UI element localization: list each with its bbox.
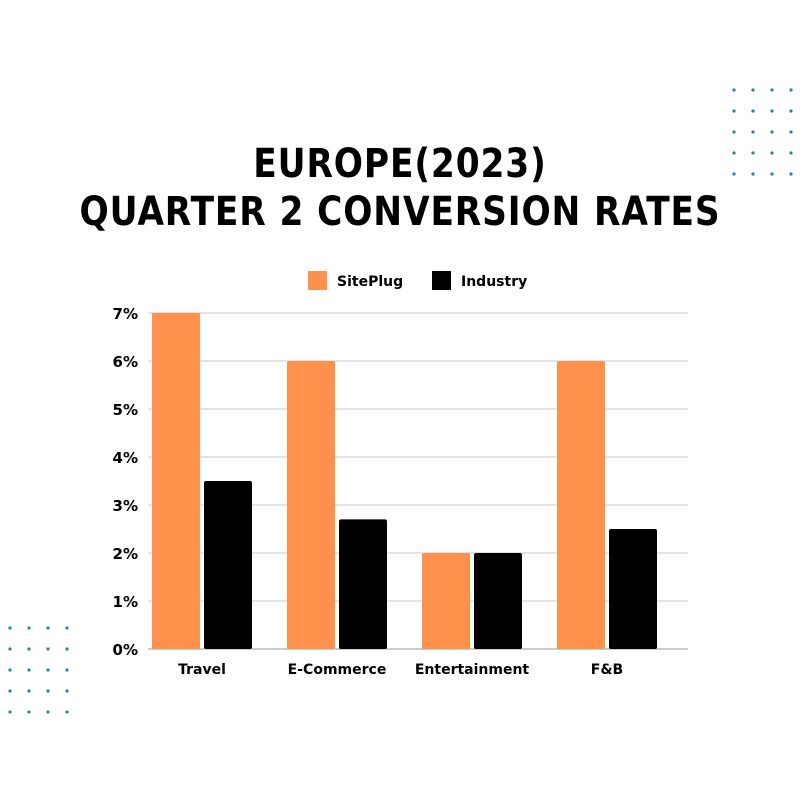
decorative-dot: [65, 668, 69, 672]
bar-industry: [339, 519, 387, 649]
decorative-dot: [27, 626, 31, 630]
decorative-dot: [732, 172, 736, 176]
decorative-dot: [770, 130, 774, 134]
bar-industry: [204, 481, 252, 649]
legend-swatch-industry: [432, 271, 451, 290]
decorative-dot: [732, 151, 736, 155]
x-tick-label: Entertainment: [415, 662, 530, 678]
x-tick-label: Travel: [178, 662, 226, 678]
decorative-dot: [751, 172, 755, 176]
legend-swatch-siteplug: [308, 271, 327, 290]
title-line-2: QUARTER 2 CONVERSION RATES: [79, 189, 721, 235]
y-tick-label: 3%: [113, 497, 138, 515]
legend-label-industry: Industry: [461, 274, 527, 290]
x-tick-label: E-Commerce: [288, 662, 387, 678]
decorative-dot: [27, 647, 31, 651]
decorative-dot: [770, 172, 774, 176]
decorative-dot: [732, 109, 736, 113]
decorative-dot: [46, 668, 50, 672]
decorative-dot: [65, 647, 69, 651]
decorative-dot: [751, 151, 755, 155]
decorative-dot: [751, 88, 755, 92]
decorative-dot: [732, 130, 736, 134]
chart-title: EUROPE(2023) QUARTER 2 CONVERSION RATES: [0, 140, 800, 236]
decorative-dot: [8, 710, 12, 714]
decorative-dot: [46, 710, 50, 714]
decorative-dot: [65, 689, 69, 693]
decorative-dot: [789, 172, 793, 176]
y-tick-label: 7%: [113, 305, 138, 323]
y-tick-label: 2%: [113, 545, 138, 563]
decorative-dots-top-right: [732, 88, 793, 176]
decorative-dot: [770, 109, 774, 113]
bar-siteplug: [422, 553, 470, 649]
decorative-dot: [27, 689, 31, 693]
title-line-1: EUROPE(2023): [253, 141, 547, 187]
decorative-dot: [8, 668, 12, 672]
bars: [152, 313, 657, 649]
bar-industry: [474, 553, 522, 649]
decorative-dot: [27, 668, 31, 672]
legend: SitePlug Industry: [308, 271, 527, 290]
decorative-dot: [46, 626, 50, 630]
decorative-dot: [46, 689, 50, 693]
decorative-dots-bottom-left: [8, 626, 69, 714]
bar-siteplug: [557, 361, 605, 649]
y-tick-label: 5%: [113, 401, 138, 419]
decorative-dot: [8, 626, 12, 630]
decorative-dot: [789, 151, 793, 155]
decorative-dot: [751, 130, 755, 134]
decorative-dot: [789, 109, 793, 113]
x-tick-label: F&B: [591, 662, 623, 678]
decorative-dot: [770, 88, 774, 92]
y-tick-label: 1%: [113, 593, 138, 611]
bar-siteplug: [152, 313, 200, 649]
decorative-dot: [789, 88, 793, 92]
decorative-dot: [751, 109, 755, 113]
legend-label-siteplug: SitePlug: [337, 274, 403, 290]
y-tick-label: 0%: [113, 641, 138, 659]
decorative-dot: [770, 151, 774, 155]
decorative-dot: [789, 130, 793, 134]
decorative-dot: [46, 647, 50, 651]
decorative-dot: [8, 647, 12, 651]
bar-industry: [609, 529, 657, 649]
decorative-dot: [65, 626, 69, 630]
y-tick-label: 4%: [113, 449, 138, 467]
y-tick-label: 6%: [113, 353, 138, 371]
decorative-dot: [27, 710, 31, 714]
decorative-dot: [65, 710, 69, 714]
decorative-dot: [732, 88, 736, 92]
y-axis-ticks: 0% 1% 2% 3% 4% 5% 6% 7%: [113, 305, 138, 659]
x-axis-ticks: Travel E-Commerce Entertainment F&B: [178, 662, 623, 678]
decorative-dot: [8, 689, 12, 693]
bar-siteplug: [287, 361, 335, 649]
